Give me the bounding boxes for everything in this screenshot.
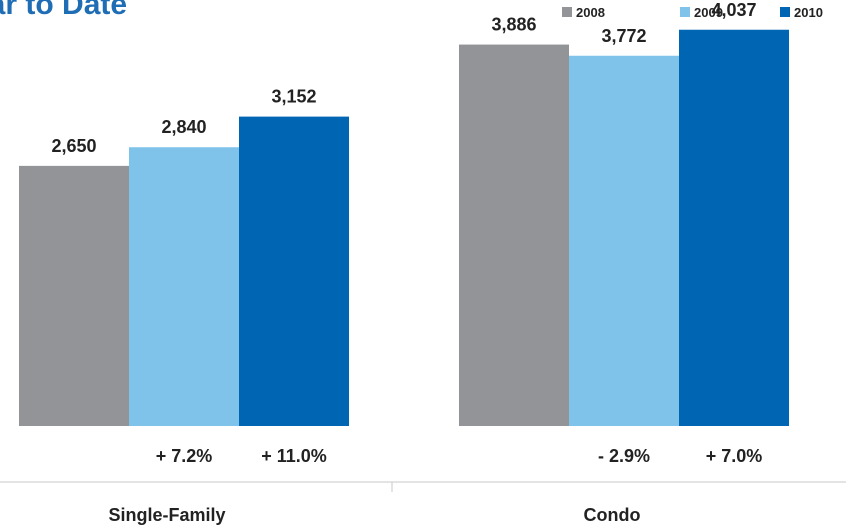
legend: 2008 2009 2010 [546,3,846,21]
bar-single-family-2008 [19,165,129,426]
bar-condo-2009 [569,55,679,426]
legend-item-2009: 2009 [680,3,723,21]
bar-single-family-2010 [239,116,349,427]
change-label-single-family-2009: + 7.2% [156,446,213,466]
data-label-single-family-2010: 3,152 [271,87,316,107]
category-label-single-family: Single-Family [108,505,225,525]
legend-swatch-2008 [562,7,572,17]
category-label-condo: Condo [584,505,641,525]
change-label-condo-2010: + 7.0% [706,446,763,466]
legend-label-2009: 2009 [694,4,723,20]
legend-label-2010: 2010 [794,4,823,20]
data-label-condo-2010: 4,037 [711,0,756,20]
legend-item-2010: 2010 [780,3,823,21]
chart-title-text: ear to Date [0,0,128,21]
bar-single-family-2009 [129,147,239,427]
change-label-single-family-2010: + 11.0% [261,446,327,466]
data-label-single-family-2009: 2,840 [161,117,206,137]
data-label-condo-2009: 3,772 [601,26,646,46]
change-label-condo-2009: - 2.9% [598,446,650,466]
legend-item-2008: 2008 [562,3,605,21]
legend-label-2008: 2008 [576,4,605,20]
legend-swatch-2010 [780,7,790,17]
chart-title: ear to Date [0,0,846,21]
bar-condo-2010 [679,29,789,427]
data-label-condo-2008: 3,886 [491,15,536,35]
data-label-single-family-2008: 2,650 [51,136,96,156]
bar-condo-2008 [459,44,569,427]
legend-swatch-2009 [680,7,690,17]
